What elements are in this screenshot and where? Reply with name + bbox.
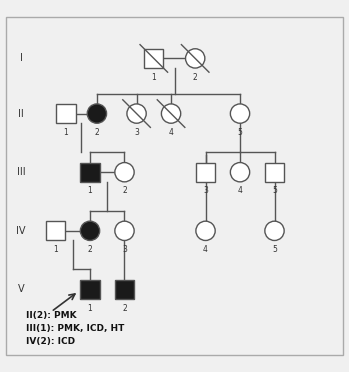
Text: 2: 2 bbox=[88, 245, 92, 254]
Bar bbox=[115, 280, 134, 299]
Bar bbox=[56, 104, 75, 123]
Text: 3: 3 bbox=[122, 245, 127, 254]
Text: 1: 1 bbox=[151, 73, 156, 81]
Text: 2: 2 bbox=[95, 128, 99, 137]
Bar bbox=[265, 163, 284, 182]
Text: II: II bbox=[18, 109, 24, 119]
Text: 5: 5 bbox=[272, 245, 277, 254]
Text: 5: 5 bbox=[238, 128, 243, 137]
Text: IV(2): ICD: IV(2): ICD bbox=[26, 337, 75, 346]
Bar bbox=[80, 163, 100, 182]
Text: 2: 2 bbox=[122, 186, 127, 195]
Circle shape bbox=[161, 104, 181, 123]
Text: 2: 2 bbox=[193, 73, 198, 81]
Text: I: I bbox=[20, 54, 22, 63]
Text: 3: 3 bbox=[134, 128, 139, 137]
Text: 4: 4 bbox=[238, 186, 243, 195]
Text: 2: 2 bbox=[122, 304, 127, 312]
Circle shape bbox=[230, 163, 250, 182]
Circle shape bbox=[127, 104, 146, 123]
Text: 1: 1 bbox=[88, 304, 92, 312]
Circle shape bbox=[186, 49, 205, 68]
FancyBboxPatch shape bbox=[6, 17, 343, 355]
Circle shape bbox=[115, 163, 134, 182]
Bar bbox=[196, 163, 215, 182]
Bar bbox=[144, 49, 163, 68]
Text: II(2): PMK: II(2): PMK bbox=[26, 311, 77, 320]
Text: 5: 5 bbox=[272, 186, 277, 195]
Text: 4: 4 bbox=[203, 245, 208, 254]
Text: IV: IV bbox=[16, 226, 26, 236]
Text: III: III bbox=[17, 167, 25, 177]
Bar bbox=[80, 280, 100, 299]
Circle shape bbox=[87, 104, 106, 123]
Bar bbox=[46, 221, 65, 240]
Text: 1: 1 bbox=[64, 128, 68, 137]
Text: III(1): PMK, ICD, HT: III(1): PMK, ICD, HT bbox=[26, 324, 125, 333]
Text: 1: 1 bbox=[88, 186, 92, 195]
Circle shape bbox=[265, 221, 284, 240]
Text: 1: 1 bbox=[53, 245, 58, 254]
Text: 4: 4 bbox=[169, 128, 173, 137]
Circle shape bbox=[115, 221, 134, 240]
Circle shape bbox=[230, 104, 250, 123]
Text: V: V bbox=[18, 285, 24, 295]
Circle shape bbox=[80, 221, 100, 240]
Circle shape bbox=[196, 221, 215, 240]
Text: 3: 3 bbox=[203, 186, 208, 195]
